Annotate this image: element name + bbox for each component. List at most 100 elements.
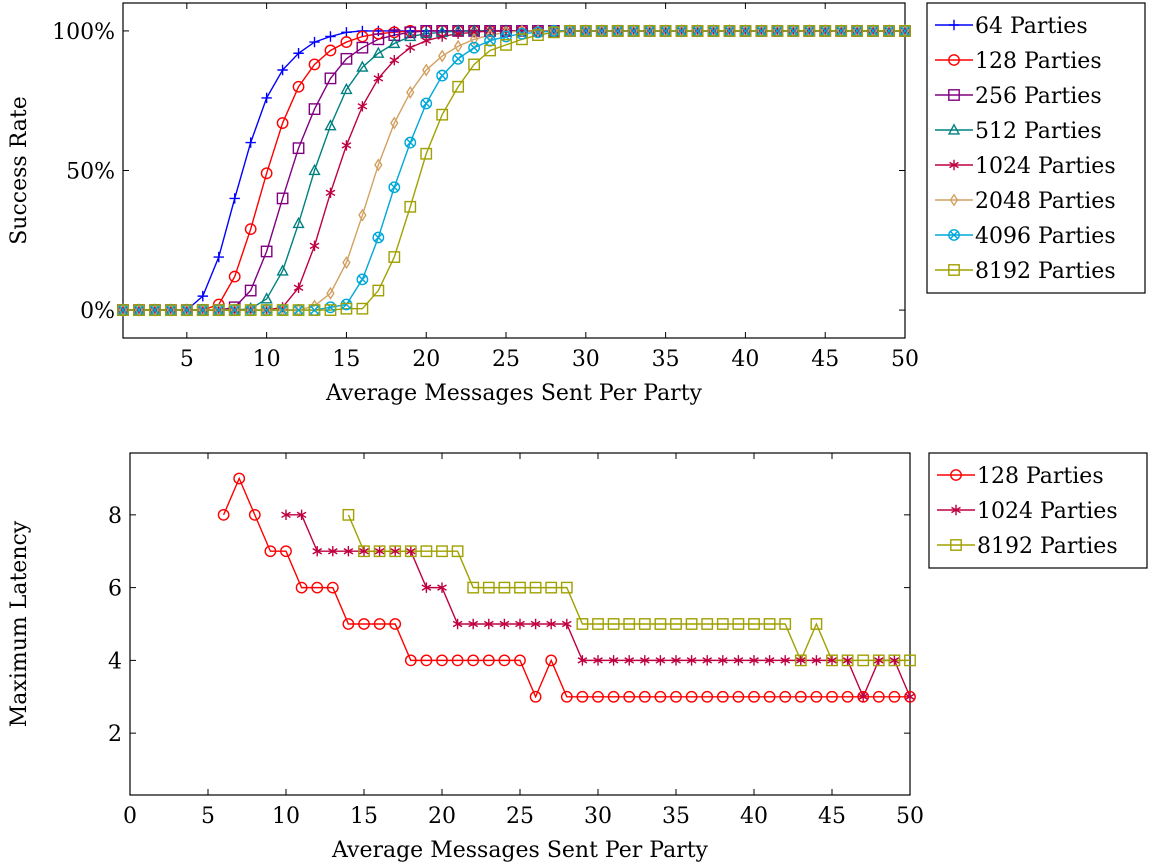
x-tick-label: 20 bbox=[412, 347, 440, 372]
data-point bbox=[180, 304, 193, 316]
data-point bbox=[827, 655, 837, 666]
data-point bbox=[763, 618, 776, 630]
data-point bbox=[372, 33, 385, 46]
data-point bbox=[482, 581, 495, 594]
data-point bbox=[276, 264, 289, 276]
data-point bbox=[436, 545, 448, 558]
data-point bbox=[643, 25, 656, 37]
data-point bbox=[197, 290, 208, 302]
x-tick-label: 40 bbox=[731, 347, 759, 372]
data-point bbox=[245, 137, 256, 148]
legend-entry: 128 Parties bbox=[975, 49, 1102, 74]
data-point bbox=[326, 286, 335, 300]
data-point bbox=[388, 251, 401, 263]
data-point bbox=[261, 92, 272, 104]
y-tick-label: 6 bbox=[108, 577, 122, 602]
data-point bbox=[293, 282, 304, 293]
markers bbox=[217, 472, 916, 703]
data-point bbox=[373, 618, 386, 630]
data-point bbox=[196, 304, 209, 316]
data-point bbox=[701, 618, 714, 630]
data-point bbox=[835, 25, 848, 37]
data-point bbox=[515, 618, 525, 630]
legend-entry: 256 Parties bbox=[975, 84, 1102, 109]
legend-entry: 1024 Parties bbox=[977, 499, 1118, 524]
x-tick-label: 35 bbox=[662, 804, 690, 829]
data-point bbox=[453, 39, 463, 53]
plot-area bbox=[123, 30, 905, 311]
data-point bbox=[229, 193, 240, 204]
legend-entry: 2048 Parties bbox=[975, 189, 1116, 214]
data-point bbox=[514, 654, 526, 667]
data-point bbox=[560, 690, 573, 703]
legend-marker bbox=[948, 264, 960, 276]
x-tick-label: 15 bbox=[332, 347, 360, 372]
data-point bbox=[467, 654, 480, 667]
data-point bbox=[579, 25, 592, 37]
data-point bbox=[468, 58, 481, 71]
data-point bbox=[842, 655, 853, 666]
data-point bbox=[308, 163, 321, 176]
data-point bbox=[545, 581, 558, 594]
data-point bbox=[739, 25, 752, 37]
data-point bbox=[389, 618, 402, 630]
data-point bbox=[670, 690, 682, 703]
legend-marker bbox=[951, 504, 961, 516]
data-point bbox=[405, 546, 416, 557]
x-tick-label: 5 bbox=[201, 804, 215, 829]
data-point bbox=[701, 690, 714, 703]
data-point bbox=[779, 618, 792, 630]
data-point bbox=[685, 690, 698, 703]
data-point bbox=[691, 25, 704, 37]
x-tick-label: 35 bbox=[652, 347, 680, 372]
data-point bbox=[905, 691, 915, 702]
data-point bbox=[795, 655, 806, 666]
legend-marker bbox=[950, 469, 962, 481]
data-point bbox=[212, 304, 225, 316]
data-point bbox=[356, 60, 369, 72]
data-point bbox=[325, 31, 336, 42]
x-axis-label: Average Messages Sent Per Party bbox=[325, 381, 703, 406]
data-point bbox=[498, 581, 511, 594]
data-point bbox=[244, 223, 257, 236]
series-line-6 bbox=[123, 30, 905, 311]
data-point bbox=[733, 655, 744, 666]
data-point bbox=[296, 509, 307, 521]
data-point bbox=[404, 29, 417, 42]
data-point bbox=[343, 546, 354, 557]
data-point bbox=[133, 304, 145, 316]
data-point bbox=[340, 302, 353, 315]
plot-frame bbox=[122, 2, 906, 339]
data-point bbox=[276, 304, 289, 316]
data-point bbox=[340, 52, 353, 65]
data-point bbox=[217, 508, 230, 521]
data-point bbox=[592, 618, 604, 630]
series-line-3 bbox=[347, 514, 910, 663]
data-point bbox=[404, 654, 417, 667]
data-point bbox=[422, 63, 431, 77]
data-point bbox=[406, 85, 415, 99]
data-point bbox=[561, 618, 572, 630]
data-point bbox=[276, 192, 289, 205]
data-point bbox=[484, 34, 496, 47]
y-tick-label: 50% bbox=[66, 160, 115, 185]
data-point bbox=[623, 618, 636, 630]
data-point bbox=[280, 545, 292, 558]
data-point bbox=[357, 101, 368, 112]
data-point bbox=[499, 618, 510, 630]
data-point bbox=[421, 582, 432, 593]
data-point bbox=[260, 304, 273, 316]
data-point bbox=[529, 581, 542, 594]
data-point bbox=[292, 304, 305, 316]
legend-marker bbox=[948, 89, 960, 101]
x-tick-label: 10 bbox=[253, 347, 281, 372]
data-point bbox=[312, 546, 323, 557]
data-point bbox=[452, 80, 465, 93]
series-line-2 bbox=[123, 30, 905, 311]
data-point bbox=[248, 508, 261, 521]
legend-entry: 128 Parties bbox=[977, 464, 1104, 489]
data-point bbox=[841, 654, 854, 667]
data-point bbox=[819, 25, 832, 37]
data-point bbox=[453, 28, 463, 39]
legend-entry: 8192 Parties bbox=[977, 534, 1118, 559]
